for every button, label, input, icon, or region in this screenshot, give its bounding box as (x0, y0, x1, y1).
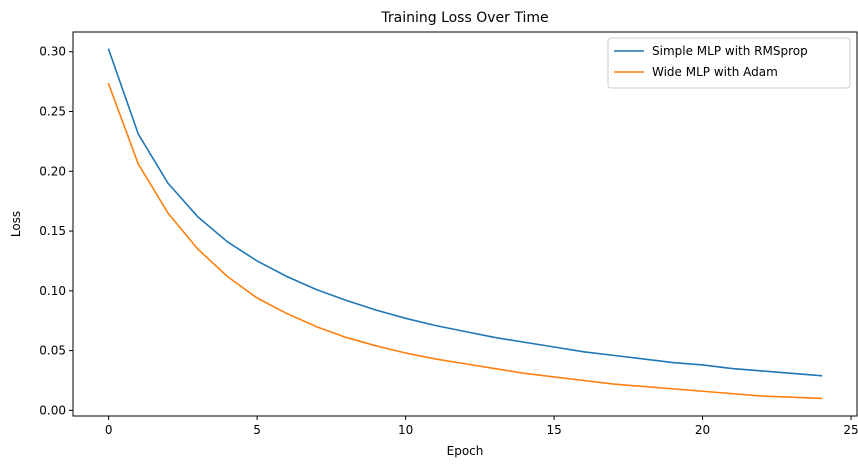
plot-lines (107, 48, 823, 400)
legend-box (607, 37, 851, 89)
legend-label-simple-mlp: Simple MLP with RMSprop (652, 44, 808, 58)
series-line-1 (107, 82, 823, 400)
y-tick-label: 0.25 (39, 105, 66, 119)
y-tick-label: 0.30 (39, 45, 66, 59)
plot-frame (72, 31, 858, 417)
legend-label-wide-mlp: Wide MLP with Adam (652, 65, 778, 79)
y-tick-label: 0.00 (39, 403, 66, 417)
y-tick-label: 0.10 (39, 284, 66, 298)
x-axis: 0 5 10 15 20 25 (105, 416, 858, 437)
x-tick-label: 5 (253, 423, 261, 437)
x-tick-label: 0 (105, 423, 113, 437)
series-line-0 (107, 48, 823, 377)
y-axis: 0.00 0.05 0.10 0.15 0.20 0.25 0.30 (39, 45, 73, 417)
x-tick-label: 15 (546, 423, 561, 437)
x-axis-title: Epoch (447, 444, 484, 458)
x-tick-label: 20 (695, 423, 710, 437)
y-axis-title: Loss (9, 211, 23, 237)
y-tick-label: 0.05 (39, 344, 66, 358)
chart-title: Training Loss Over Time (380, 10, 548, 26)
y-tick-label: 0.20 (39, 164, 66, 178)
legend: Simple MLP with RMSprop Wide MLP with Ad… (607, 37, 851, 89)
y-tick-label: 0.15 (39, 224, 66, 238)
x-tick-label: 25 (843, 423, 858, 437)
x-tick-label: 10 (398, 423, 413, 437)
